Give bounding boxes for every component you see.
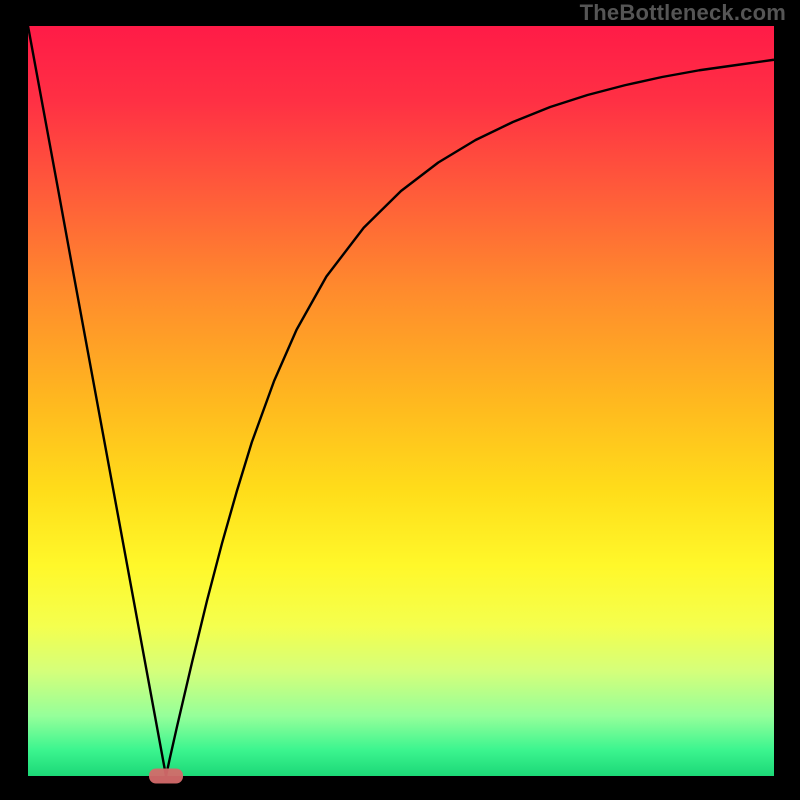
chart-svg	[0, 0, 800, 800]
bottleneck-chart: TheBottleneck.com	[0, 0, 800, 800]
watermark-text: TheBottleneck.com	[580, 0, 786, 26]
optimal-marker	[149, 769, 183, 784]
chart-background	[28, 26, 774, 776]
